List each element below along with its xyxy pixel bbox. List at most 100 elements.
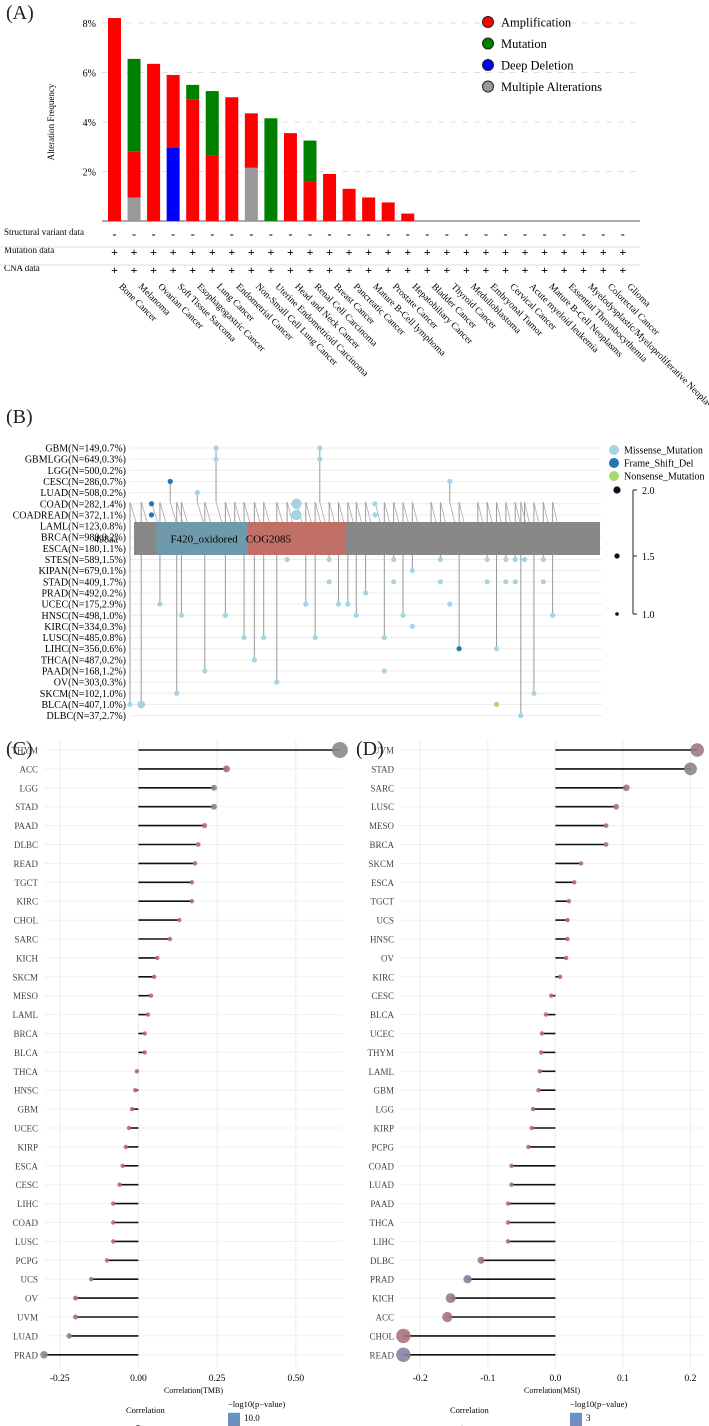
category-label: DLBC xyxy=(370,1256,394,1266)
size-legend-label: 1.0 xyxy=(642,610,655,621)
track-mark: + xyxy=(189,263,196,277)
row-label: GBM(N=149,0.7%) xyxy=(45,444,126,455)
mutation-point xyxy=(137,700,146,709)
track-mark: + xyxy=(228,263,235,277)
mutation-point xyxy=(317,445,323,451)
category-label: BLCA xyxy=(14,1048,39,1058)
bar-segment xyxy=(381,202,395,221)
track-mark: + xyxy=(307,245,314,259)
category-label: GBM xyxy=(373,1086,394,1096)
track-mark: + xyxy=(522,263,529,277)
mutation-point xyxy=(372,501,378,507)
track-mark: - xyxy=(367,227,371,241)
mutation-point xyxy=(518,713,524,719)
mutation-point xyxy=(409,568,415,574)
lollipop-point xyxy=(509,1182,514,1187)
panel-a-chart: 2%4%6%8%Alteration Frequency-++Bone Canc… xyxy=(0,16,709,405)
row-label: KIPAN(N=679,0.1%) xyxy=(39,566,127,577)
lollipop-connector xyxy=(533,501,539,523)
x-tick-label: -0.25 xyxy=(50,1374,70,1384)
lollipop-connector xyxy=(430,501,437,523)
lollipop-point xyxy=(537,1069,543,1074)
y-tick-label: 4% xyxy=(83,118,96,129)
category-label: KIRP xyxy=(17,1142,38,1152)
bar-segment xyxy=(166,74,180,148)
lollipop-connector xyxy=(338,501,345,523)
lollipop-connector xyxy=(383,501,390,523)
x-tick-label: 0.1 xyxy=(617,1374,629,1384)
mutation-point xyxy=(274,679,280,685)
lollipop-point xyxy=(117,1182,122,1187)
lollipop-point xyxy=(123,1144,129,1150)
category-label: READ xyxy=(14,859,39,869)
row-label: LIHC(N=356,0.6%) xyxy=(45,644,126,655)
track-mark: + xyxy=(346,263,353,277)
category-label: READ xyxy=(370,1350,395,1360)
y-axis-label: Alteration Frequency xyxy=(46,83,56,160)
category-label: PRAD xyxy=(370,1275,395,1285)
bar-segment xyxy=(303,181,317,221)
lollipop-connector xyxy=(196,501,204,523)
row-label: DLBC(N=37,2.7%) xyxy=(46,711,126,722)
category-label: LUSC xyxy=(371,802,394,812)
category-label: MESO xyxy=(13,991,39,1001)
track-mark: + xyxy=(561,245,568,259)
lollipop-point xyxy=(134,1069,140,1074)
protein-length-label: 498aa xyxy=(94,535,118,546)
row-label: BRCA(N=980,0.2%) xyxy=(41,533,126,544)
mutation-point xyxy=(521,556,528,563)
row-label: THCA(N=487,0.2%) xyxy=(41,655,126,666)
category-label: HNSC xyxy=(14,1086,38,1096)
bar-segment xyxy=(147,63,161,222)
category-label: PAAD xyxy=(14,821,38,831)
mutation-point xyxy=(400,612,406,618)
size-legend-dot xyxy=(614,553,620,559)
category-label: PCPG xyxy=(15,1256,38,1266)
lollipop-connector xyxy=(328,501,335,523)
track-mark: + xyxy=(307,263,314,277)
track-mark: - xyxy=(406,227,410,241)
category-label: LGG xyxy=(20,783,39,793)
track-mark: - xyxy=(523,227,527,241)
lollipop-point xyxy=(505,1239,511,1244)
lollipop-connector xyxy=(314,501,321,523)
lollipop-point xyxy=(126,1125,132,1131)
bar-segment xyxy=(108,18,121,221)
mutation-point xyxy=(512,579,518,585)
mutation-point xyxy=(447,478,453,485)
category-label: THCA xyxy=(14,1067,39,1077)
x-tick-label: 0.50 xyxy=(287,1374,304,1384)
lollipop-connector xyxy=(449,501,456,523)
track-mark: - xyxy=(445,227,449,241)
track-mark: - xyxy=(288,227,292,241)
lollipop-point xyxy=(189,880,195,885)
bar-segment xyxy=(244,167,258,221)
track-mark: + xyxy=(189,245,196,259)
category-label: STAD xyxy=(371,764,394,774)
category-label: UCS xyxy=(376,916,394,926)
lollipop-connector xyxy=(169,501,177,523)
bar-segment xyxy=(264,118,278,221)
category-label: OV xyxy=(25,1294,38,1304)
category-label: MESO xyxy=(369,821,395,831)
mutation-point xyxy=(317,456,323,462)
row-label: LUAD(N=508,0.2%) xyxy=(40,488,126,499)
color-legend-title: −log10(p−value) xyxy=(570,1399,627,1409)
track-mark: + xyxy=(463,245,470,259)
track-mark: + xyxy=(170,245,177,259)
lollipop-connector xyxy=(402,501,409,523)
bar-segment xyxy=(244,113,258,168)
color-legend-label: 10.0 xyxy=(244,1413,260,1423)
y-tick-label: 2% xyxy=(83,168,96,179)
x-tick-label: 0.00 xyxy=(130,1374,147,1384)
track-mark: + xyxy=(502,245,509,259)
track-mark: - xyxy=(171,227,175,241)
mutation-point xyxy=(241,634,247,641)
legend-label: Frame_Shift_Del xyxy=(624,459,694,470)
track-mark: + xyxy=(541,245,548,259)
lollipop-point xyxy=(167,936,173,942)
track-mark: + xyxy=(404,263,411,277)
category-label: LIHC xyxy=(17,1199,38,1209)
lollipop-connector xyxy=(319,501,326,523)
category-label: KICH xyxy=(372,1294,394,1304)
